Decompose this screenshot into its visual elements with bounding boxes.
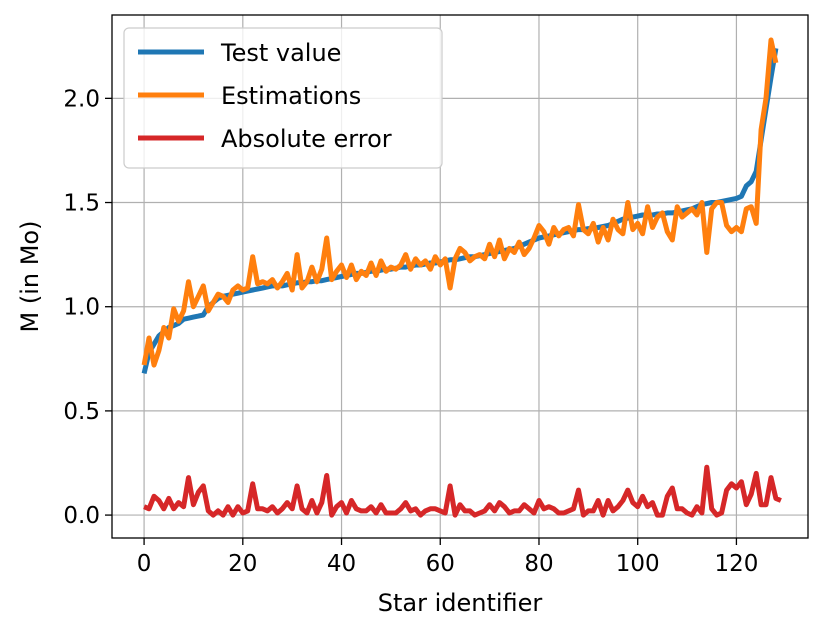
x-axis-ticks: 0 20 40 60 80 100 120 (137, 538, 758, 577)
x-tick-label: 60 (426, 551, 455, 577)
series-line-test-value (141, 47, 779, 374)
x-tick-label: 120 (714, 551, 758, 577)
y-axis-label: M (in Mo) (16, 221, 44, 333)
x-axis-label: Star identifier (378, 589, 543, 617)
legend-entry-estimations: Estimations (221, 82, 361, 110)
x-tick-label: 0 (137, 551, 152, 577)
series-line-absolute-error (143, 464, 782, 518)
plot-frame (111, 14, 809, 539)
y-tick-label: 1.5 (63, 191, 100, 217)
y-axis-ticks: 0.0 0.5 1.0 1.5 2.0 (63, 86, 112, 529)
x-tick-label: 80 (524, 551, 553, 577)
x-tick-label: 40 (327, 551, 356, 577)
x-tick-label: 100 (616, 551, 660, 577)
x-tick-label: 20 (228, 551, 257, 577)
y-tick-label: 0.5 (63, 399, 100, 425)
series-line-estimations (141, 37, 779, 368)
y-tick-label: 2.0 (63, 86, 100, 112)
legend-entry-test-value: Test value (220, 39, 341, 67)
series-lines (141, 37, 782, 518)
y-tick-label: 0.0 (63, 503, 100, 529)
legend: Test value Estimations Absolute error (123, 27, 443, 169)
legend-box (123, 27, 443, 169)
legend-entry-absolute-error: Absolute error (221, 125, 392, 153)
y-tick-label: 1.0 (63, 295, 100, 321)
